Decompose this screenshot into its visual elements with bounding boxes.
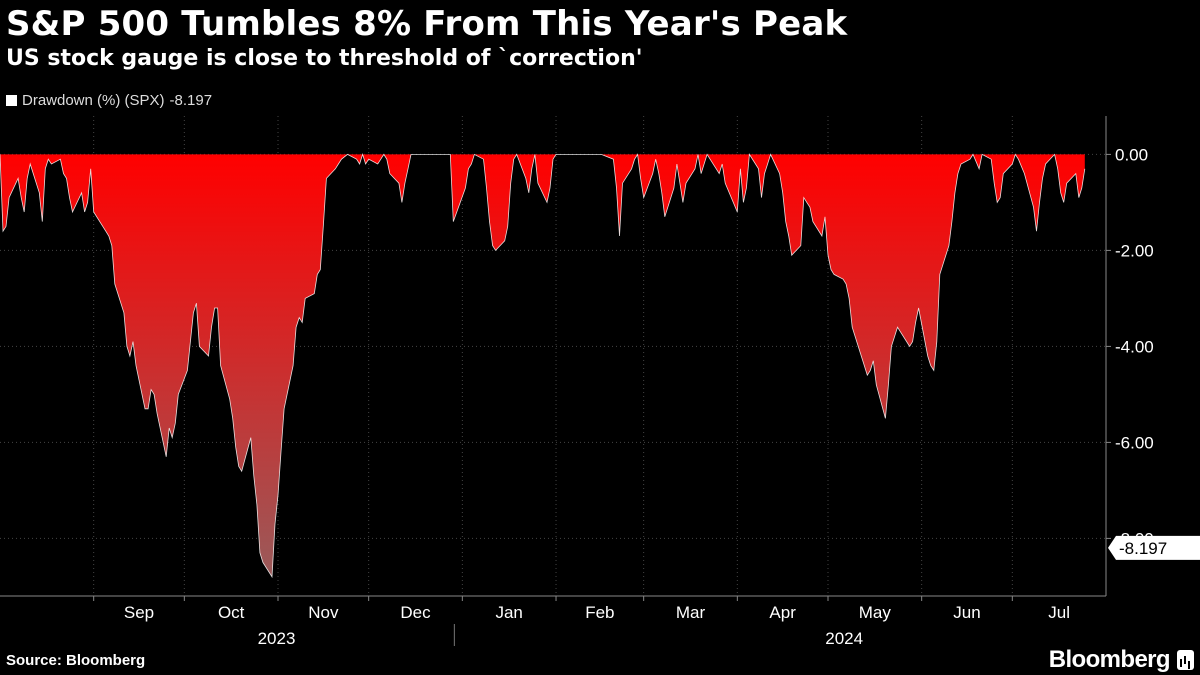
- y-tick-label: -6.00: [1115, 433, 1154, 452]
- x-year-label-2023: 2023: [258, 629, 296, 648]
- drawdown-line: [0, 153, 1086, 579]
- legend-value: -8.197: [169, 92, 213, 109]
- x-tick-label-may: May: [859, 603, 892, 622]
- chart-subtitle: US stock gauge is close to threshold of …: [6, 46, 643, 71]
- x-tick-label-apr: Apr: [769, 603, 796, 622]
- bloomberg-chart-icon: [1177, 650, 1194, 670]
- y-tick-label: -2.00: [1115, 241, 1154, 260]
- x-tick-label-jan: Jan: [495, 603, 522, 622]
- chart-title: S&P 500 Tumbles 8% From This Year's Peak: [6, 4, 848, 44]
- bloomberg-logo: Bloomberg: [1048, 646, 1171, 673]
- y-tick-label: 0.00: [1115, 145, 1148, 164]
- y-tick-label: -4.00: [1115, 337, 1154, 356]
- legend-label: Drawdown (%) (SPX): [22, 92, 165, 109]
- last-value-badge: [1108, 535, 1200, 560]
- last-value-label: -8.197: [1119, 539, 1167, 558]
- legend-swatch: [6, 95, 17, 106]
- x-tick-label-mar: Mar: [676, 603, 706, 622]
- x-year-label-2024: 2024: [825, 629, 863, 648]
- x-tick-label-nov: Nov: [308, 603, 339, 622]
- source-note: Source: Bloomberg: [6, 652, 146, 669]
- legend: Drawdown (%) (SPX) -8.197: [6, 92, 212, 109]
- x-tick-label-jun: Jun: [953, 603, 980, 622]
- x-tick-label-sep: Sep: [124, 603, 154, 622]
- x-tick-label-feb: Feb: [585, 603, 614, 622]
- x-tick-label-jul: Jul: [1048, 603, 1070, 622]
- x-tick-label-oct: Oct: [218, 603, 245, 622]
- x-tick-label-dec: Dec: [400, 603, 431, 622]
- drawdown-area: [0, 154, 1085, 577]
